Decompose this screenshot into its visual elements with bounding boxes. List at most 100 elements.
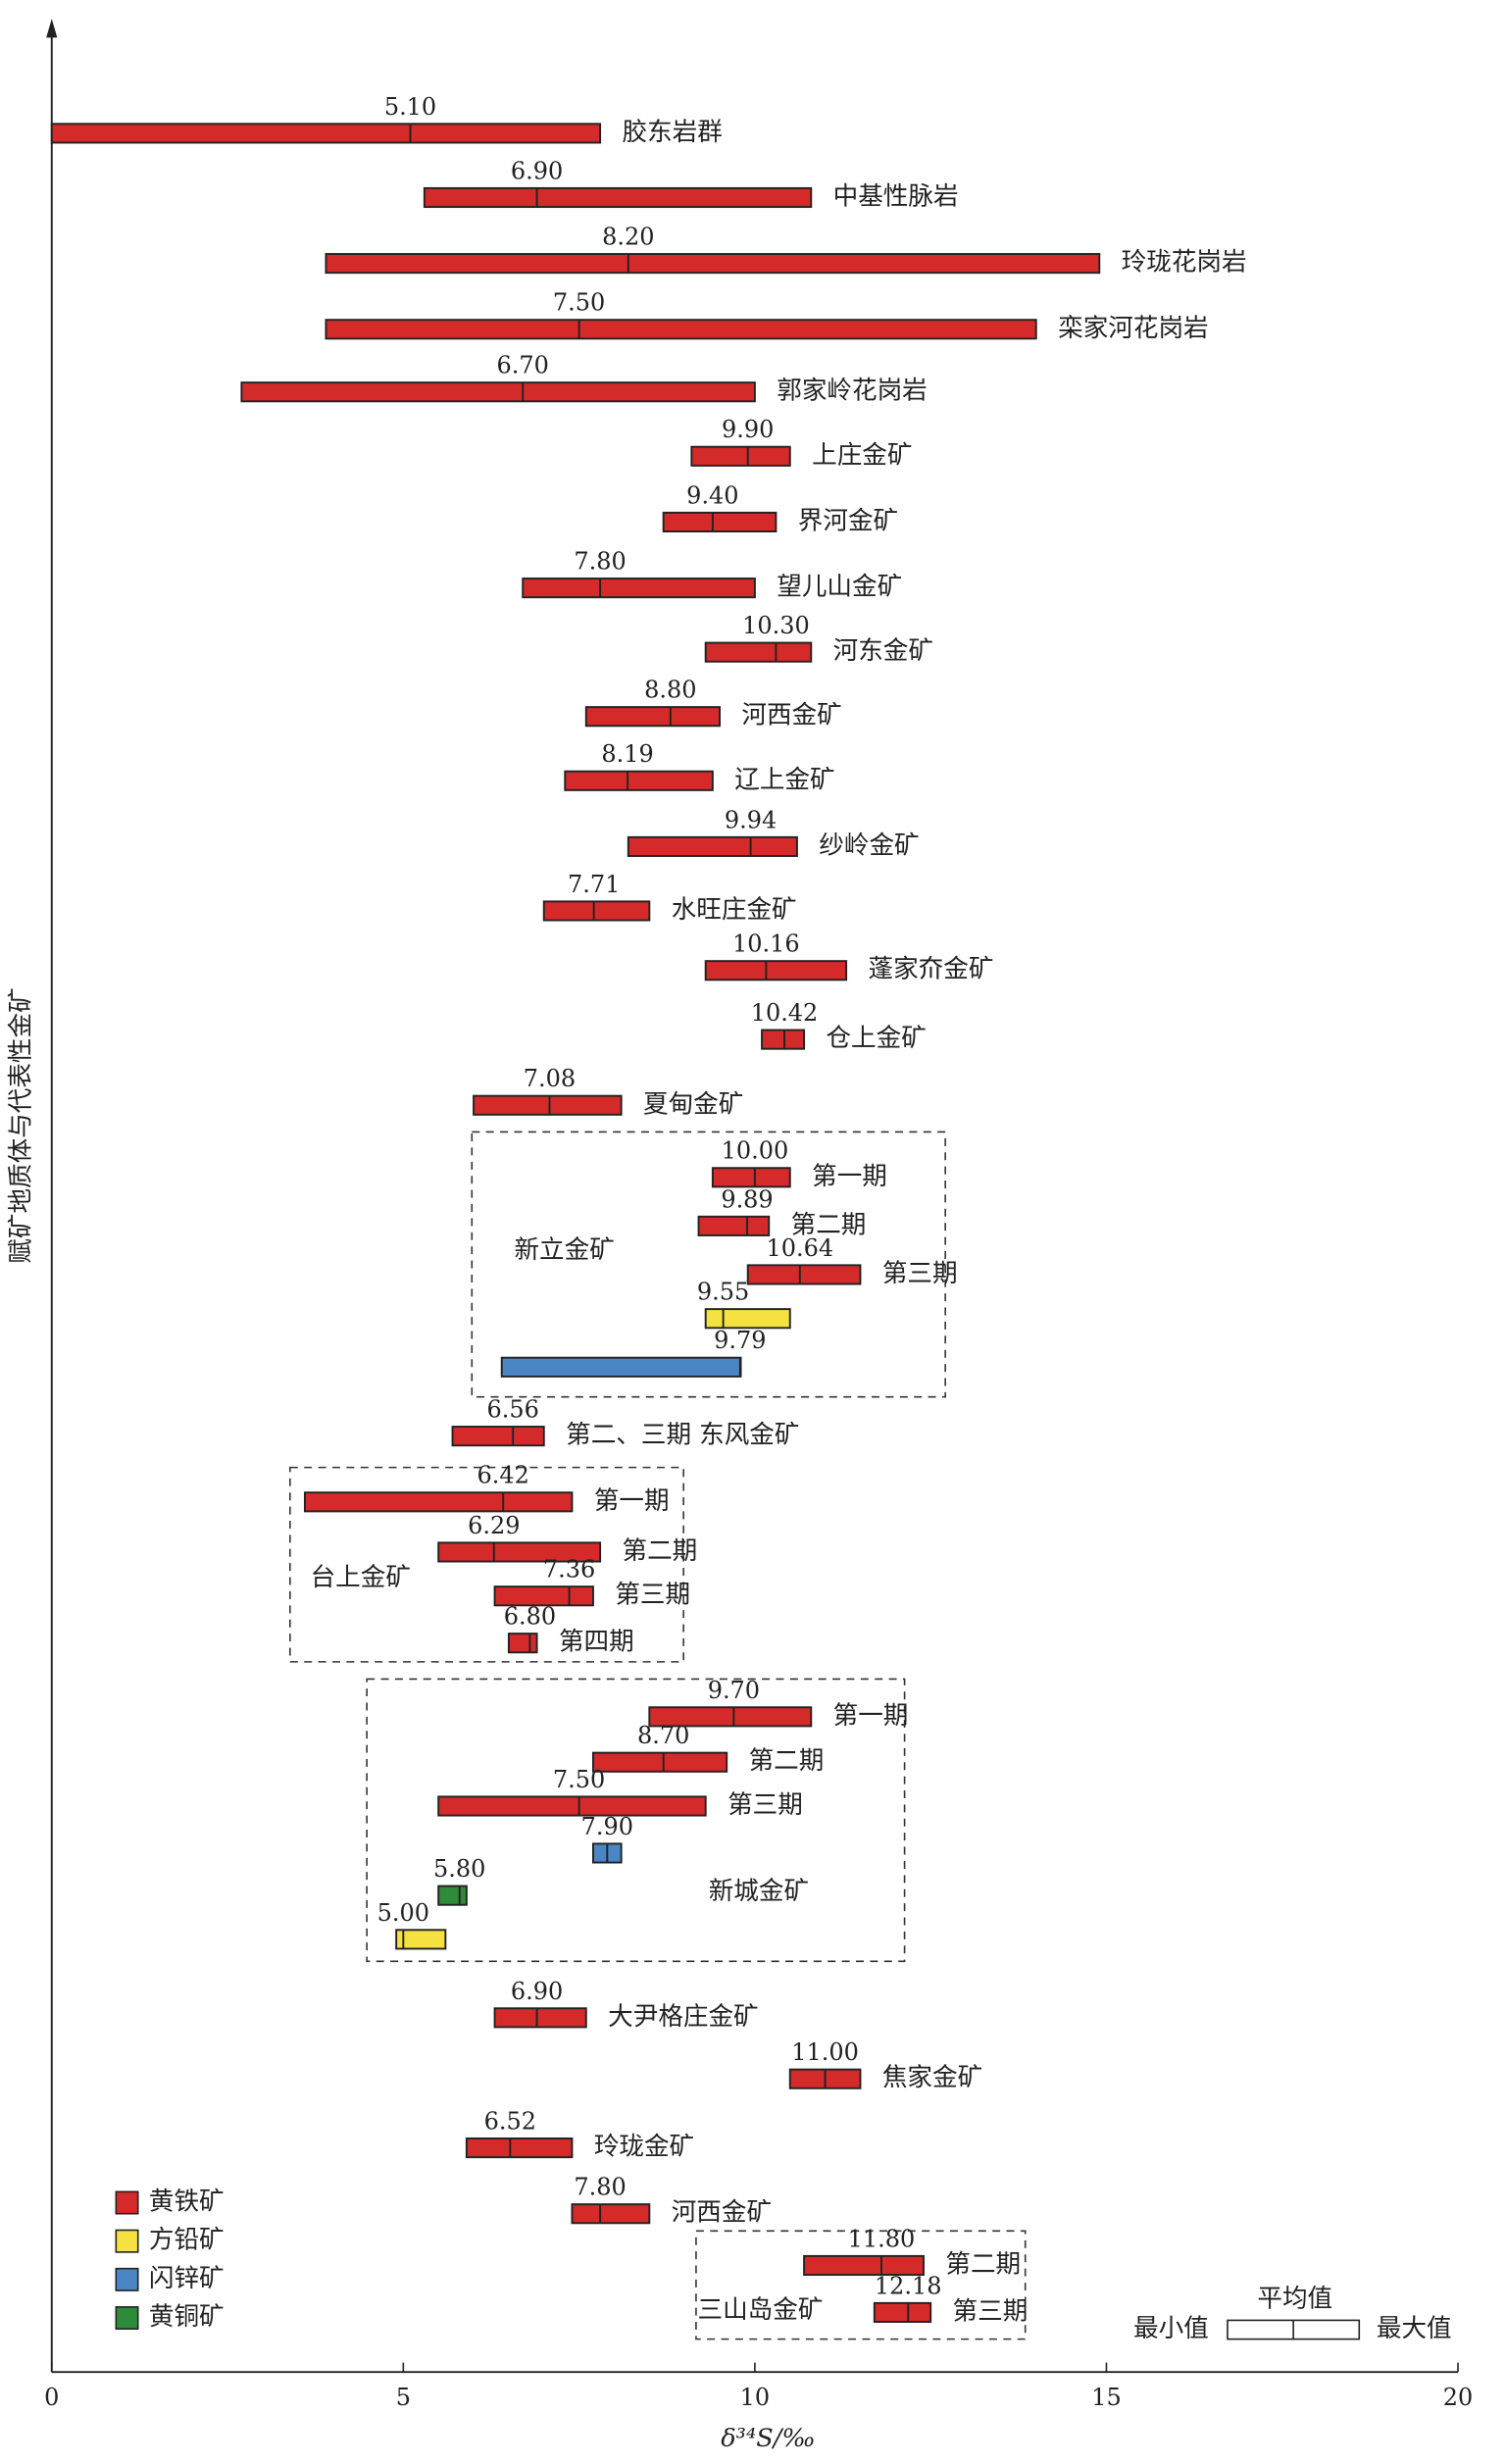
item-label: 第三期 <box>615 1581 690 1610</box>
range-bar <box>648 1706 813 1728</box>
key-label: 最小值 <box>1133 2314 1209 2343</box>
item-label: 上庄金矿 <box>812 440 912 470</box>
mean-label: 7.90 <box>581 1813 633 1840</box>
range-bar <box>697 1215 771 1236</box>
mean-label: 6.42 <box>477 1462 528 1489</box>
range-bar <box>473 1094 623 1116</box>
range-bar <box>542 900 651 922</box>
mean-label: 7.50 <box>553 289 605 317</box>
mean-label: 6.52 <box>484 2107 536 2135</box>
mean-label: 7.80 <box>574 548 626 576</box>
range-bar <box>465 2137 574 2159</box>
mean-label: 10.00 <box>722 1137 789 1165</box>
legend-swatch <box>115 2267 139 2291</box>
mean-label: 8.70 <box>637 1722 689 1749</box>
item-label: 河西金矿 <box>741 701 841 730</box>
mean-label: 9.90 <box>722 416 774 443</box>
item-label: 第一期 <box>833 1701 909 1731</box>
item-label: 仓上金矿 <box>826 1024 926 1053</box>
legend-swatch <box>115 2190 139 2215</box>
range-bar <box>500 1356 742 1378</box>
range-bar <box>591 1751 728 1773</box>
item-label: 第二期 <box>791 1210 867 1239</box>
item-label: 第一期 <box>594 1486 670 1516</box>
legend-label: 黄铁矿 <box>149 2187 225 2217</box>
item-label: 夏甸金矿 <box>643 1089 743 1119</box>
item-label: 河西金矿 <box>672 2198 772 2228</box>
key-label: 平均值 <box>1257 2285 1332 2314</box>
range-bar <box>584 706 722 728</box>
range-bar <box>873 2301 932 2323</box>
range-bar <box>711 1167 791 1188</box>
range-bar <box>303 1491 574 1513</box>
item-label: 水旺庄金矿 <box>672 895 797 925</box>
item-label: 蓬家夼金矿 <box>869 955 994 984</box>
legend-label: 闪锌矿 <box>149 2264 225 2293</box>
y-axis-arrow <box>46 19 58 38</box>
mean-label: 7.50 <box>553 1766 605 1793</box>
mean-label: 11.00 <box>791 2038 859 2066</box>
item-label: 第四期 <box>559 1628 634 1657</box>
item-label: 第二期 <box>623 1536 698 1566</box>
mean-label: 9.70 <box>708 1677 760 1704</box>
range-bar <box>690 445 791 467</box>
mean-label: 6.70 <box>497 352 549 379</box>
item-label: 第三期 <box>953 2296 1028 2326</box>
range-bar <box>746 1264 862 1285</box>
mean-label: 5.10 <box>384 93 436 121</box>
x-tick-label: 10 <box>740 2384 771 2411</box>
range-bar <box>704 641 813 663</box>
mean-label: 7.08 <box>524 1065 576 1092</box>
range-bar <box>50 123 602 144</box>
range-bar <box>437 1541 602 1563</box>
x-tick-label: 0 <box>44 2384 59 2411</box>
mean-label: 6.80 <box>504 1603 556 1631</box>
item-label: 中基性脉岩 <box>833 181 959 211</box>
y-axis-label: 赋矿地质体与代表性金矿 <box>6 987 35 1263</box>
item-label: 第三期 <box>882 1259 958 1288</box>
range-bar <box>564 770 714 791</box>
legend-swatch <box>115 2229 139 2253</box>
group-label: 台上金矿 <box>311 1563 411 1592</box>
range-bar <box>522 578 756 599</box>
item-label: 玲珑花岗岩 <box>1122 248 1247 277</box>
x-axis-label: δ³⁴S/‰ <box>721 2424 815 2453</box>
range-bar <box>423 186 813 209</box>
group-box <box>471 1131 946 1398</box>
range-bar <box>507 1633 538 1654</box>
range-bar <box>493 2007 587 2029</box>
key-label: 最大值 <box>1377 2314 1452 2343</box>
item-label: 第一期 <box>812 1162 887 1191</box>
range-bar <box>240 381 756 403</box>
mean-label: 8.20 <box>602 224 654 251</box>
mean-label: 6.90 <box>511 1978 563 2005</box>
range-bar <box>662 511 778 533</box>
group-box <box>289 1466 684 1663</box>
item-label: 大尹格庄金矿 <box>608 2002 758 2032</box>
range-bar <box>704 1308 791 1330</box>
x-tick-label: 15 <box>1091 2384 1122 2411</box>
group-label: 新城金矿 <box>709 1877 809 1906</box>
item-label: 栾家河花岗岩 <box>1058 314 1208 343</box>
item-label: 望儿山金矿 <box>777 573 902 602</box>
mean-label: 9.94 <box>725 806 777 833</box>
item-label: 河东金矿 <box>833 636 933 666</box>
mean-label: 6.56 <box>487 1396 539 1424</box>
mean-label: 10.42 <box>751 999 819 1027</box>
mean-label: 7.71 <box>568 871 620 898</box>
item-label: 第二、三期 东风金矿 <box>566 1421 799 1450</box>
x-tick-label: 20 <box>1443 2384 1474 2411</box>
mean-label: 10.64 <box>766 1234 833 1262</box>
range-bar <box>437 1795 707 1817</box>
mean-label: 5.00 <box>377 1899 429 1927</box>
mean-label: 11.80 <box>848 2225 916 2252</box>
mean-label: 9.40 <box>686 481 738 509</box>
range-bar <box>761 1029 806 1050</box>
item-label: 纱岭金矿 <box>819 830 919 860</box>
item-label: 第三期 <box>727 1790 803 1820</box>
legend-swatch <box>115 2306 139 2331</box>
mean-label: 10.16 <box>732 930 800 958</box>
x-tick-label: 5 <box>396 2384 411 2411</box>
mean-label: 7.36 <box>543 1556 595 1584</box>
